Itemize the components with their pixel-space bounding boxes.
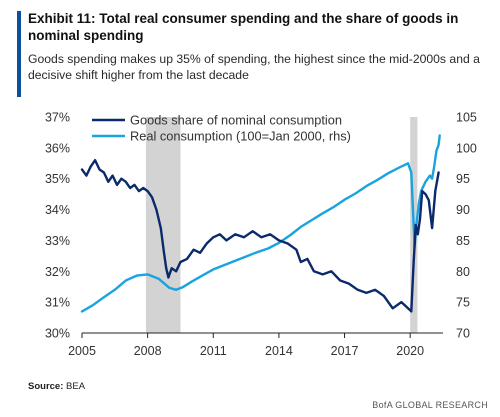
y-right-tick-label: 80 — [456, 265, 470, 279]
chart-title: Exhibit 11: Total real consumer spending… — [28, 11, 459, 43]
brand-label: BofA GLOBAL RESEARCH — [372, 400, 488, 410]
source-note: Source: BEA — [28, 381, 85, 392]
x-tick-label-2020: 2020 — [396, 344, 424, 358]
y-left-tick-label: 36% — [45, 141, 70, 155]
y-left-tick-label: 34% — [45, 203, 70, 217]
chart-subtitle: Goods spending makes up 35% of spending,… — [28, 52, 480, 82]
x-tick-label-2008: 2008 — [134, 344, 162, 358]
real-consumption-line — [80, 134, 441, 313]
y-left-tick-label: 31% — [45, 296, 70, 310]
y-right-tick-label: 90 — [456, 203, 470, 217]
y-right-tick-label: 75 — [456, 296, 470, 310]
recession-bands — [145, 117, 418, 333]
y-left-tick-label: 30% — [45, 327, 70, 341]
series-lines — [80, 134, 441, 313]
y-left-tick-label: 33% — [45, 234, 70, 248]
y-left-tick-label: 37% — [45, 111, 70, 125]
x-tick-label-2014: 2014 — [265, 344, 293, 358]
x-tick-label-2005: 2005 — [68, 344, 96, 358]
y-right-tick-label: 70 — [456, 327, 470, 341]
x-tick-label-2017: 2017 — [331, 344, 359, 358]
recession-band-0 — [145, 117, 181, 333]
source-value: BEA — [66, 381, 86, 392]
source-label: Source: — [28, 381, 64, 392]
y-left-tick-label: 35% — [45, 172, 70, 186]
legend-label-1: Real consumption (100=Jan 2000, rhs) — [130, 129, 351, 144]
y-left-tick-label: 32% — [45, 265, 70, 279]
y-right-tick-label: 85 — [456, 234, 470, 248]
y-right-tick-label: 105 — [456, 111, 477, 125]
y-right-tick-label: 100 — [456, 141, 477, 155]
x-tick-label-2011: 2011 — [200, 344, 227, 358]
tick-labels: 2005 2008 2011 2014 2017 2020 37% 36% 35% 34% 33% 3… — [45, 111, 477, 359]
accent-bar — [17, 11, 21, 97]
legend-label-0: Goods share of nominal consumption — [130, 113, 342, 128]
y-right-tick-label: 95 — [456, 172, 470, 186]
goods-share-line — [80, 158, 440, 313]
axes — [81, 332, 443, 338]
